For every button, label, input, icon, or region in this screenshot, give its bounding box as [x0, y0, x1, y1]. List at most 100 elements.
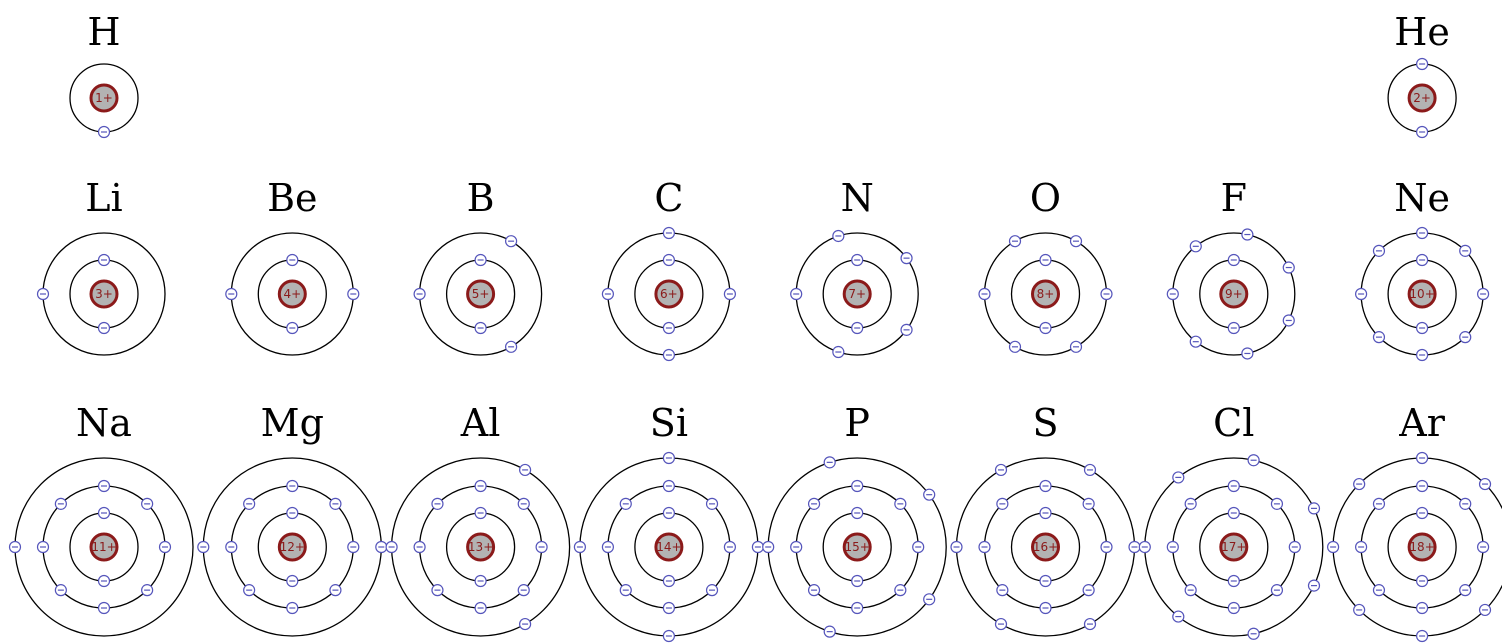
- electron: [1139, 542, 1150, 553]
- nucleus-charge: 12+: [280, 540, 305, 554]
- electron: [924, 489, 935, 500]
- atom: H1+: [70, 10, 138, 138]
- element-symbol: B: [467, 176, 495, 220]
- nucleus-charge: 2+: [1413, 91, 1431, 105]
- element-symbol: Ar: [1398, 401, 1445, 445]
- electron: [1129, 542, 1140, 553]
- electron: [1228, 603, 1239, 614]
- element-symbol: Si: [650, 401, 688, 445]
- atom: O8+: [979, 176, 1112, 355]
- electron: [99, 127, 110, 138]
- electron: [1308, 580, 1319, 591]
- electron: [1083, 498, 1094, 509]
- electron: [1101, 542, 1112, 553]
- electron: [1040, 323, 1051, 334]
- electron: [1242, 229, 1253, 240]
- nucleus-charge: 14+: [656, 540, 681, 554]
- electron: [244, 585, 255, 596]
- nucleus-charge: 15+: [845, 540, 870, 554]
- electron: [432, 498, 443, 509]
- electron: [724, 542, 735, 553]
- electron: [1417, 576, 1428, 587]
- electron: [1283, 262, 1294, 273]
- atom: Si 14+: [574, 401, 763, 642]
- nucleus-charge: 5+: [472, 287, 490, 301]
- electron: [1460, 332, 1471, 343]
- electron: [663, 228, 674, 239]
- electron: [287, 508, 298, 519]
- element-symbol: Al: [460, 401, 501, 445]
- electron: [414, 542, 425, 553]
- electron: [824, 626, 835, 637]
- electron: [1480, 604, 1491, 615]
- nucleus-charge: 17+: [1221, 540, 1246, 554]
- electron: [10, 542, 21, 553]
- electron: [574, 542, 585, 553]
- electron: [620, 585, 631, 596]
- electron: [663, 255, 674, 266]
- electron: [1085, 619, 1096, 630]
- electron: [160, 542, 171, 553]
- element-symbol: Li: [85, 176, 122, 220]
- electron: [707, 498, 718, 509]
- electron: [1373, 498, 1384, 509]
- element-symbol: Be: [267, 176, 317, 220]
- electron: [1354, 479, 1365, 490]
- electron: [1373, 585, 1384, 596]
- nucleus-charge: 6+: [660, 287, 678, 301]
- electron: [1190, 241, 1201, 252]
- atom: Ne10+: [1356, 176, 1489, 361]
- electron: [38, 542, 49, 553]
- electron: [99, 481, 110, 492]
- electron: [330, 498, 341, 509]
- element-symbol: Ne: [1394, 176, 1450, 220]
- electron: [244, 498, 255, 509]
- electron: [432, 585, 443, 596]
- electron: [852, 255, 863, 266]
- electron: [1289, 542, 1300, 553]
- electron: [287, 576, 298, 587]
- electron: [895, 498, 906, 509]
- element-symbol: C: [654, 176, 683, 220]
- electron: [901, 324, 912, 335]
- electron: [663, 481, 674, 492]
- atom: B 5+: [414, 176, 541, 355]
- element-symbol: Cl: [1213, 401, 1254, 445]
- electron: [1356, 289, 1367, 300]
- electron: [475, 481, 486, 492]
- electron: [1040, 255, 1051, 266]
- electron: [663, 453, 674, 464]
- element-symbol: O: [1030, 176, 1061, 220]
- electron: [99, 255, 110, 266]
- electron: [1478, 289, 1489, 300]
- electron: [852, 323, 863, 334]
- nucleus-charge: 9+: [1225, 287, 1243, 301]
- element-symbol: P: [844, 401, 870, 445]
- electron: [376, 542, 387, 553]
- electron: [475, 576, 486, 587]
- electron: [1417, 59, 1428, 70]
- electron: [226, 289, 237, 300]
- element-symbol: Mg: [261, 401, 324, 445]
- electron: [287, 323, 298, 334]
- electron: [1040, 481, 1051, 492]
- electron: [55, 585, 66, 596]
- electron: [1417, 127, 1428, 138]
- electron: [1417, 603, 1428, 614]
- electron: [1460, 585, 1471, 596]
- electron: [1242, 348, 1253, 359]
- electron: [506, 341, 517, 352]
- electron: [1167, 289, 1178, 300]
- electron: [1010, 236, 1021, 247]
- electron: [414, 289, 425, 300]
- atom: Li3+: [38, 176, 166, 355]
- electron: [833, 347, 844, 358]
- electron: [1354, 604, 1365, 615]
- electron: [226, 542, 237, 553]
- electron: [602, 289, 613, 300]
- electron: [1185, 585, 1196, 596]
- electron: [475, 323, 486, 334]
- electron: [536, 542, 547, 553]
- electron: [602, 542, 613, 553]
- electron: [752, 542, 763, 553]
